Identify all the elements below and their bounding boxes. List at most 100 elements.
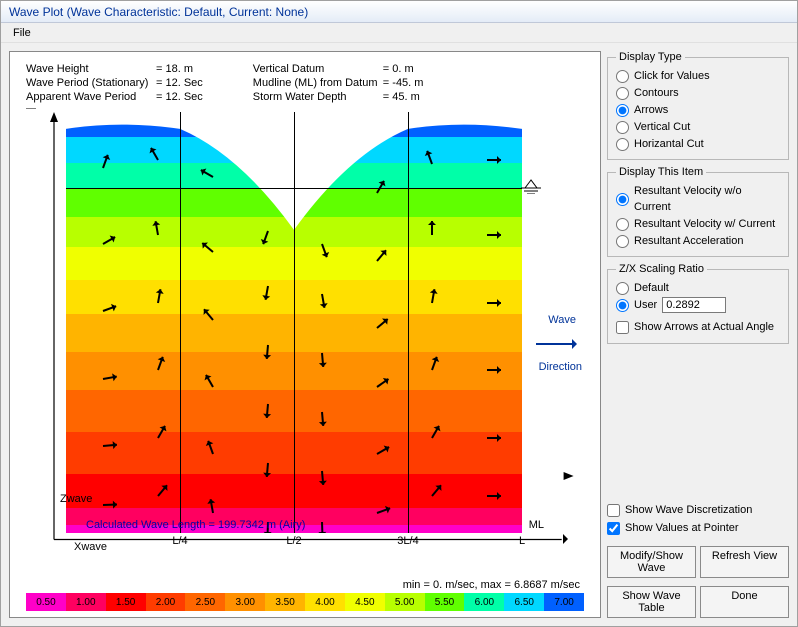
info-block: Wave Height= 18. m Wave Period (Stationa… xyxy=(26,62,584,104)
minmax-label: min = 0. m/sec, max = 6.8687 m/sec xyxy=(26,579,584,591)
colorbar-cell: 0.50 xyxy=(26,593,66,611)
display-type-label-2: Arrows xyxy=(634,102,668,118)
colorbar: 0.501.001.502.002.503.003.504.004.505.00… xyxy=(26,593,584,611)
display-item-label-0: Resultant Velocity w/o Current xyxy=(634,183,780,215)
colorbar-cell: 4.00 xyxy=(305,593,345,611)
colorbar-cell: 2.00 xyxy=(146,593,186,611)
display-type-radio-1[interactable] xyxy=(616,87,629,100)
scaling-group: Z/X Scaling Ratio Default User Show Arro… xyxy=(607,263,789,344)
show-discretization-input[interactable] xyxy=(607,504,620,517)
scaling-legend: Z/X Scaling Ratio xyxy=(616,263,707,275)
show-pointer-values-input[interactable] xyxy=(607,522,620,535)
display-item-group: Display This Item Resultant Velocity w/o… xyxy=(607,166,789,257)
show-arrows-angle-check[interactable]: Show Arrows at Actual Angle xyxy=(616,319,780,335)
scaling-user-radio[interactable]: User xyxy=(616,297,780,313)
bottom-checks: Show Wave Discretization Show Values at … xyxy=(607,500,789,538)
colorbar-cell: 1.00 xyxy=(66,593,106,611)
colorbar-cell: 1.50 xyxy=(106,593,146,611)
display-item-option-2[interactable]: Resultant Acceleration xyxy=(616,233,780,249)
info-col-right: Vertical Datum= 0. m Mudline (ML) from D… xyxy=(253,62,424,104)
window-title: Wave Plot (Wave Characteristic: Default,… xyxy=(1,1,797,23)
display-type-option-1[interactable]: Contours xyxy=(616,85,780,101)
display-type-radio-4[interactable] xyxy=(616,138,629,151)
menu-file[interactable]: File xyxy=(9,27,35,39)
display-item-option-1[interactable]: Resultant Velocity w/ Current xyxy=(616,216,780,232)
display-type-radio-2[interactable] xyxy=(616,104,629,117)
info-mudline-value: = -45. m xyxy=(383,77,424,89)
display-type-radio-0[interactable] xyxy=(616,70,629,83)
done-button[interactable]: Done xyxy=(700,586,789,618)
vector-arrow xyxy=(487,437,501,439)
display-item-radio-1[interactable] xyxy=(616,218,629,231)
colorbar-cell: 5.00 xyxy=(385,593,425,611)
grid-line xyxy=(522,112,523,533)
vector-arrow xyxy=(265,404,268,418)
grid-line xyxy=(408,112,409,533)
x-tick-label: 3L/4 xyxy=(397,535,418,547)
scaling-user-value-input[interactable] xyxy=(662,297,726,313)
display-item-option-0[interactable]: Resultant Velocity w/o Current xyxy=(616,183,780,215)
menubar: File xyxy=(1,23,797,43)
x-tick-label: L/2 xyxy=(286,535,301,547)
display-type-option-2[interactable]: Arrows xyxy=(616,102,780,118)
colorbar-cell: 4.50 xyxy=(345,593,385,611)
wave-direction-label-bot: Direction xyxy=(539,361,582,373)
show-discretization-check[interactable]: Show Wave Discretization xyxy=(607,502,789,518)
x-tick-label: L xyxy=(519,535,525,547)
scaling-default-label: Default xyxy=(634,280,669,296)
show-wave-table-button[interactable]: Show Wave Table xyxy=(607,586,696,618)
scaling-default-input[interactable] xyxy=(616,282,629,295)
info-storm-depth-value: = 45. m xyxy=(383,91,420,103)
colorbar-cell: 7.00 xyxy=(544,593,584,611)
x-axis-arrowhead-icon xyxy=(563,534,573,544)
display-type-label-4: Horizantal Cut xyxy=(634,136,704,152)
display-type-radio-3[interactable] xyxy=(616,121,629,134)
ml-label: ML xyxy=(529,519,544,531)
colorbar-cell: 6.50 xyxy=(504,593,544,611)
datum-symbol-icon xyxy=(518,178,544,197)
display-item-radio-0[interactable] xyxy=(616,193,629,206)
info-wave-period-value: = 12. Sec xyxy=(156,77,203,89)
info-apparent-period-label: Apparent Wave Period xyxy=(26,90,156,104)
wave-direction-arrow-icon xyxy=(536,343,576,345)
info-col-left: Wave Height= 18. m Wave Period (Stationa… xyxy=(26,62,203,104)
scaling-user-input[interactable] xyxy=(616,299,629,312)
info-apparent-period-value: = 12. Sec xyxy=(156,91,203,103)
vector-arrow xyxy=(265,463,268,477)
datum-line xyxy=(66,188,522,189)
refresh-view-button[interactable]: Refresh View xyxy=(700,546,789,578)
display-item-label-1: Resultant Velocity w/ Current xyxy=(634,216,775,232)
show-arrows-angle-label: Show Arrows at Actual Angle xyxy=(634,319,774,335)
y-axis-label: Zwave xyxy=(60,493,92,505)
display-item-label-2: Resultant Acceleration xyxy=(634,233,743,249)
plot-panel: Wave Height= 18. m Wave Period (Stationa… xyxy=(9,51,601,618)
x-tick-label: L/4 xyxy=(172,535,187,547)
vector-arrow xyxy=(103,503,117,505)
colorbar-cell: 3.50 xyxy=(265,593,305,611)
modify-show-wave-button[interactable]: Modify/Show Wave xyxy=(607,546,696,578)
show-arrows-angle-input[interactable] xyxy=(616,321,629,334)
show-pointer-values-check[interactable]: Show Values at Pointer xyxy=(607,520,789,536)
display-item-radio-2[interactable] xyxy=(616,235,629,248)
scaling-default-radio[interactable]: Default xyxy=(616,280,780,296)
info-mudline-label: Mudline (ML) from Datum xyxy=(253,76,383,90)
colorbar-cell: 6.00 xyxy=(464,593,504,611)
contour-area xyxy=(66,112,522,533)
display-type-option-3[interactable]: Vertical Cut xyxy=(616,119,780,135)
calculated-wavelength-label: Calculated Wave Length = 199.7342 m (Air… xyxy=(86,519,305,531)
display-type-option-0[interactable]: Click for Values xyxy=(616,68,780,84)
x-axis-label: Xwave xyxy=(74,541,107,553)
vector-arrow xyxy=(487,302,501,304)
show-discretization-label: Show Wave Discretization xyxy=(625,502,752,518)
colorbar-cell: 2.50 xyxy=(185,593,225,611)
chart-area[interactable]: Zwave Xwave L/4 L/2 3L/4 L Calculated Wave … xyxy=(26,108,584,577)
info-storm-depth-label: Storm Water Depth xyxy=(253,90,383,104)
content-area: Wave Height= 18. m Wave Period (Stationa… xyxy=(1,43,797,626)
grid-line xyxy=(180,112,181,533)
display-type-legend: Display Type xyxy=(616,51,685,63)
display-type-label-3: Vertical Cut xyxy=(634,119,690,135)
vector-arrow xyxy=(265,345,268,359)
info-datum-label: Vertical Datum xyxy=(253,62,383,76)
vector-arrow xyxy=(487,369,501,371)
display-type-option-4[interactable]: Horizantal Cut xyxy=(616,136,780,152)
